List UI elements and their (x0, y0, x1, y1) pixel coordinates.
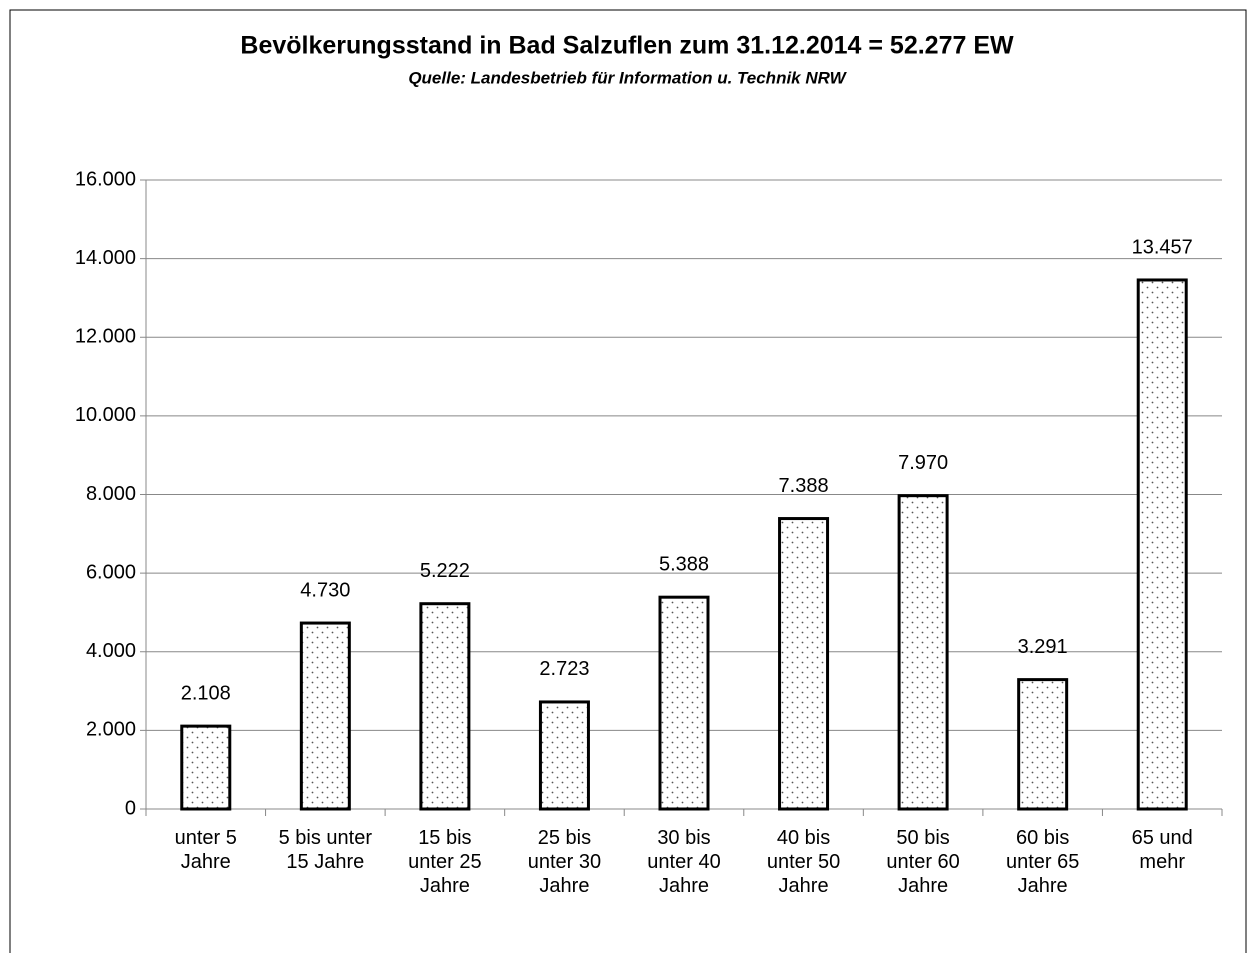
data-label: 5.388 (659, 553, 709, 575)
data-label: 7.388 (779, 475, 829, 497)
bar (299, 621, 351, 811)
y-tick-label: 6.000 (86, 561, 136, 583)
data-label: 4.730 (300, 579, 350, 601)
x-tick-label: unter 5 Jahre (174, 827, 237, 873)
x-tick-label: 60 bis unter 65 Jahre (1005, 827, 1080, 897)
bar (538, 700, 590, 811)
y-tick-label: 14.000 (75, 247, 136, 269)
bar (658, 595, 710, 811)
x-tick-label: 40 bis unter 50 Jahre (766, 827, 841, 897)
y-tick-label: 16.000 (75, 168, 136, 190)
x-tick-label: 50 bis unter 60 Jahre (886, 827, 960, 897)
bar (897, 494, 949, 811)
data-label: 2.108 (181, 682, 231, 704)
chart-subtitle: Quelle: Landesbetrieb für Information u.… (408, 68, 847, 87)
bar (1136, 278, 1188, 811)
bar (180, 724, 232, 811)
y-tick-label: 12.000 (75, 326, 136, 348)
x-tick-label: 15 bis unter 25 Jahre (408, 827, 482, 897)
x-tick-label: 5 bis unter 15 Jahre (278, 827, 373, 873)
bar (1017, 678, 1069, 811)
y-tick-label: 10.000 (75, 404, 136, 426)
y-tick-label: 0 (125, 797, 136, 819)
y-tick-label: 2.000 (86, 719, 136, 741)
x-tick-label: 30 bis unter 40 Jahre (647, 827, 721, 897)
y-tick-label: 4.000 (86, 640, 136, 662)
data-label: 2.723 (539, 658, 589, 680)
bar (419, 602, 471, 811)
data-label: 13.457 (1132, 236, 1193, 258)
chart-title: Bevölkerungsstand in Bad Salzuflen zum 3… (240, 32, 1014, 60)
chart-frame (9, 9, 1247, 953)
x-tick-label: 25 bis unter 30 Jahre (527, 827, 602, 897)
data-label: 7.970 (898, 452, 948, 474)
data-label: 3.291 (1018, 636, 1068, 658)
x-tick-label: 65 und mehr (1131, 827, 1193, 873)
data-label: 5.222 (420, 560, 470, 582)
y-tick-label: 8.000 (86, 483, 136, 505)
bar (778, 517, 830, 811)
